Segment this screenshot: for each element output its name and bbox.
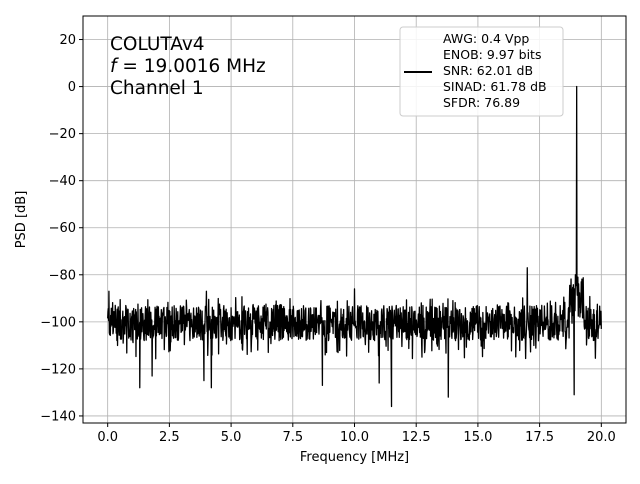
x-tick-label: 12.5 xyxy=(402,430,431,445)
legend-awg: AWG: 0.4 Vpp xyxy=(443,31,529,46)
legend-box xyxy=(399,26,564,117)
legend-sinad: SINAD: 61.78 dB xyxy=(443,79,547,94)
x-tick-label: 5.0 xyxy=(221,430,242,445)
legend: AWG: 0.4 Vpp ENOB: 9.97 bits SNR: 62.01 … xyxy=(399,26,564,117)
y-tick-label: −120 xyxy=(40,362,76,377)
x-tick-label: 15.0 xyxy=(463,430,492,445)
x-tick-label: 0.0 xyxy=(97,430,118,445)
y-axis-label: PSD [dB] xyxy=(14,191,29,249)
y-tick-label: −140 xyxy=(40,409,76,424)
y-tick-label: −20 xyxy=(49,127,76,142)
ticks: 0.0 2.5 5.0 7.5 10.0 12.5 15.0 17.5 20.0 20 0 −20 −4… xyxy=(40,33,616,445)
x-tick-label: 7.5 xyxy=(282,430,303,445)
y-tick-label: −80 xyxy=(49,268,76,283)
annotation: COLUTAv4 f = 19.0016 MHz Channel 1 xyxy=(110,34,266,99)
psd-series-line xyxy=(107,85,602,408)
legend-sfdr: SFDR: 76.89 xyxy=(443,95,520,110)
annotation-frequency: f = 19.0016 MHz xyxy=(110,56,266,77)
y-tick-label: 0 xyxy=(68,80,76,95)
annotation-frequency-value: = 19.0016 MHz xyxy=(117,56,266,77)
legend-snr: SNR: 62.01 dB xyxy=(443,63,533,78)
y-tick-label: −100 xyxy=(40,315,76,330)
annotation-chip-name: COLUTAv4 xyxy=(110,34,205,55)
x-tick-label: 10.0 xyxy=(340,430,369,445)
y-tick-label: 20 xyxy=(59,33,76,48)
legend-enob: ENOB: 9.97 bits xyxy=(443,47,541,62)
y-tick-label: −60 xyxy=(49,221,76,236)
y-tick-label: −40 xyxy=(49,174,76,189)
annotation-channel: Channel 1 xyxy=(110,78,204,99)
annotation-frequency-symbol: f xyxy=(110,56,119,77)
x-tick-label: 17.5 xyxy=(525,430,554,445)
x-tick-label: 20.0 xyxy=(587,430,616,445)
data-area xyxy=(107,85,602,408)
x-axis-label: Frequency [MHz] xyxy=(300,450,409,465)
x-tick-label: 2.5 xyxy=(159,430,180,445)
